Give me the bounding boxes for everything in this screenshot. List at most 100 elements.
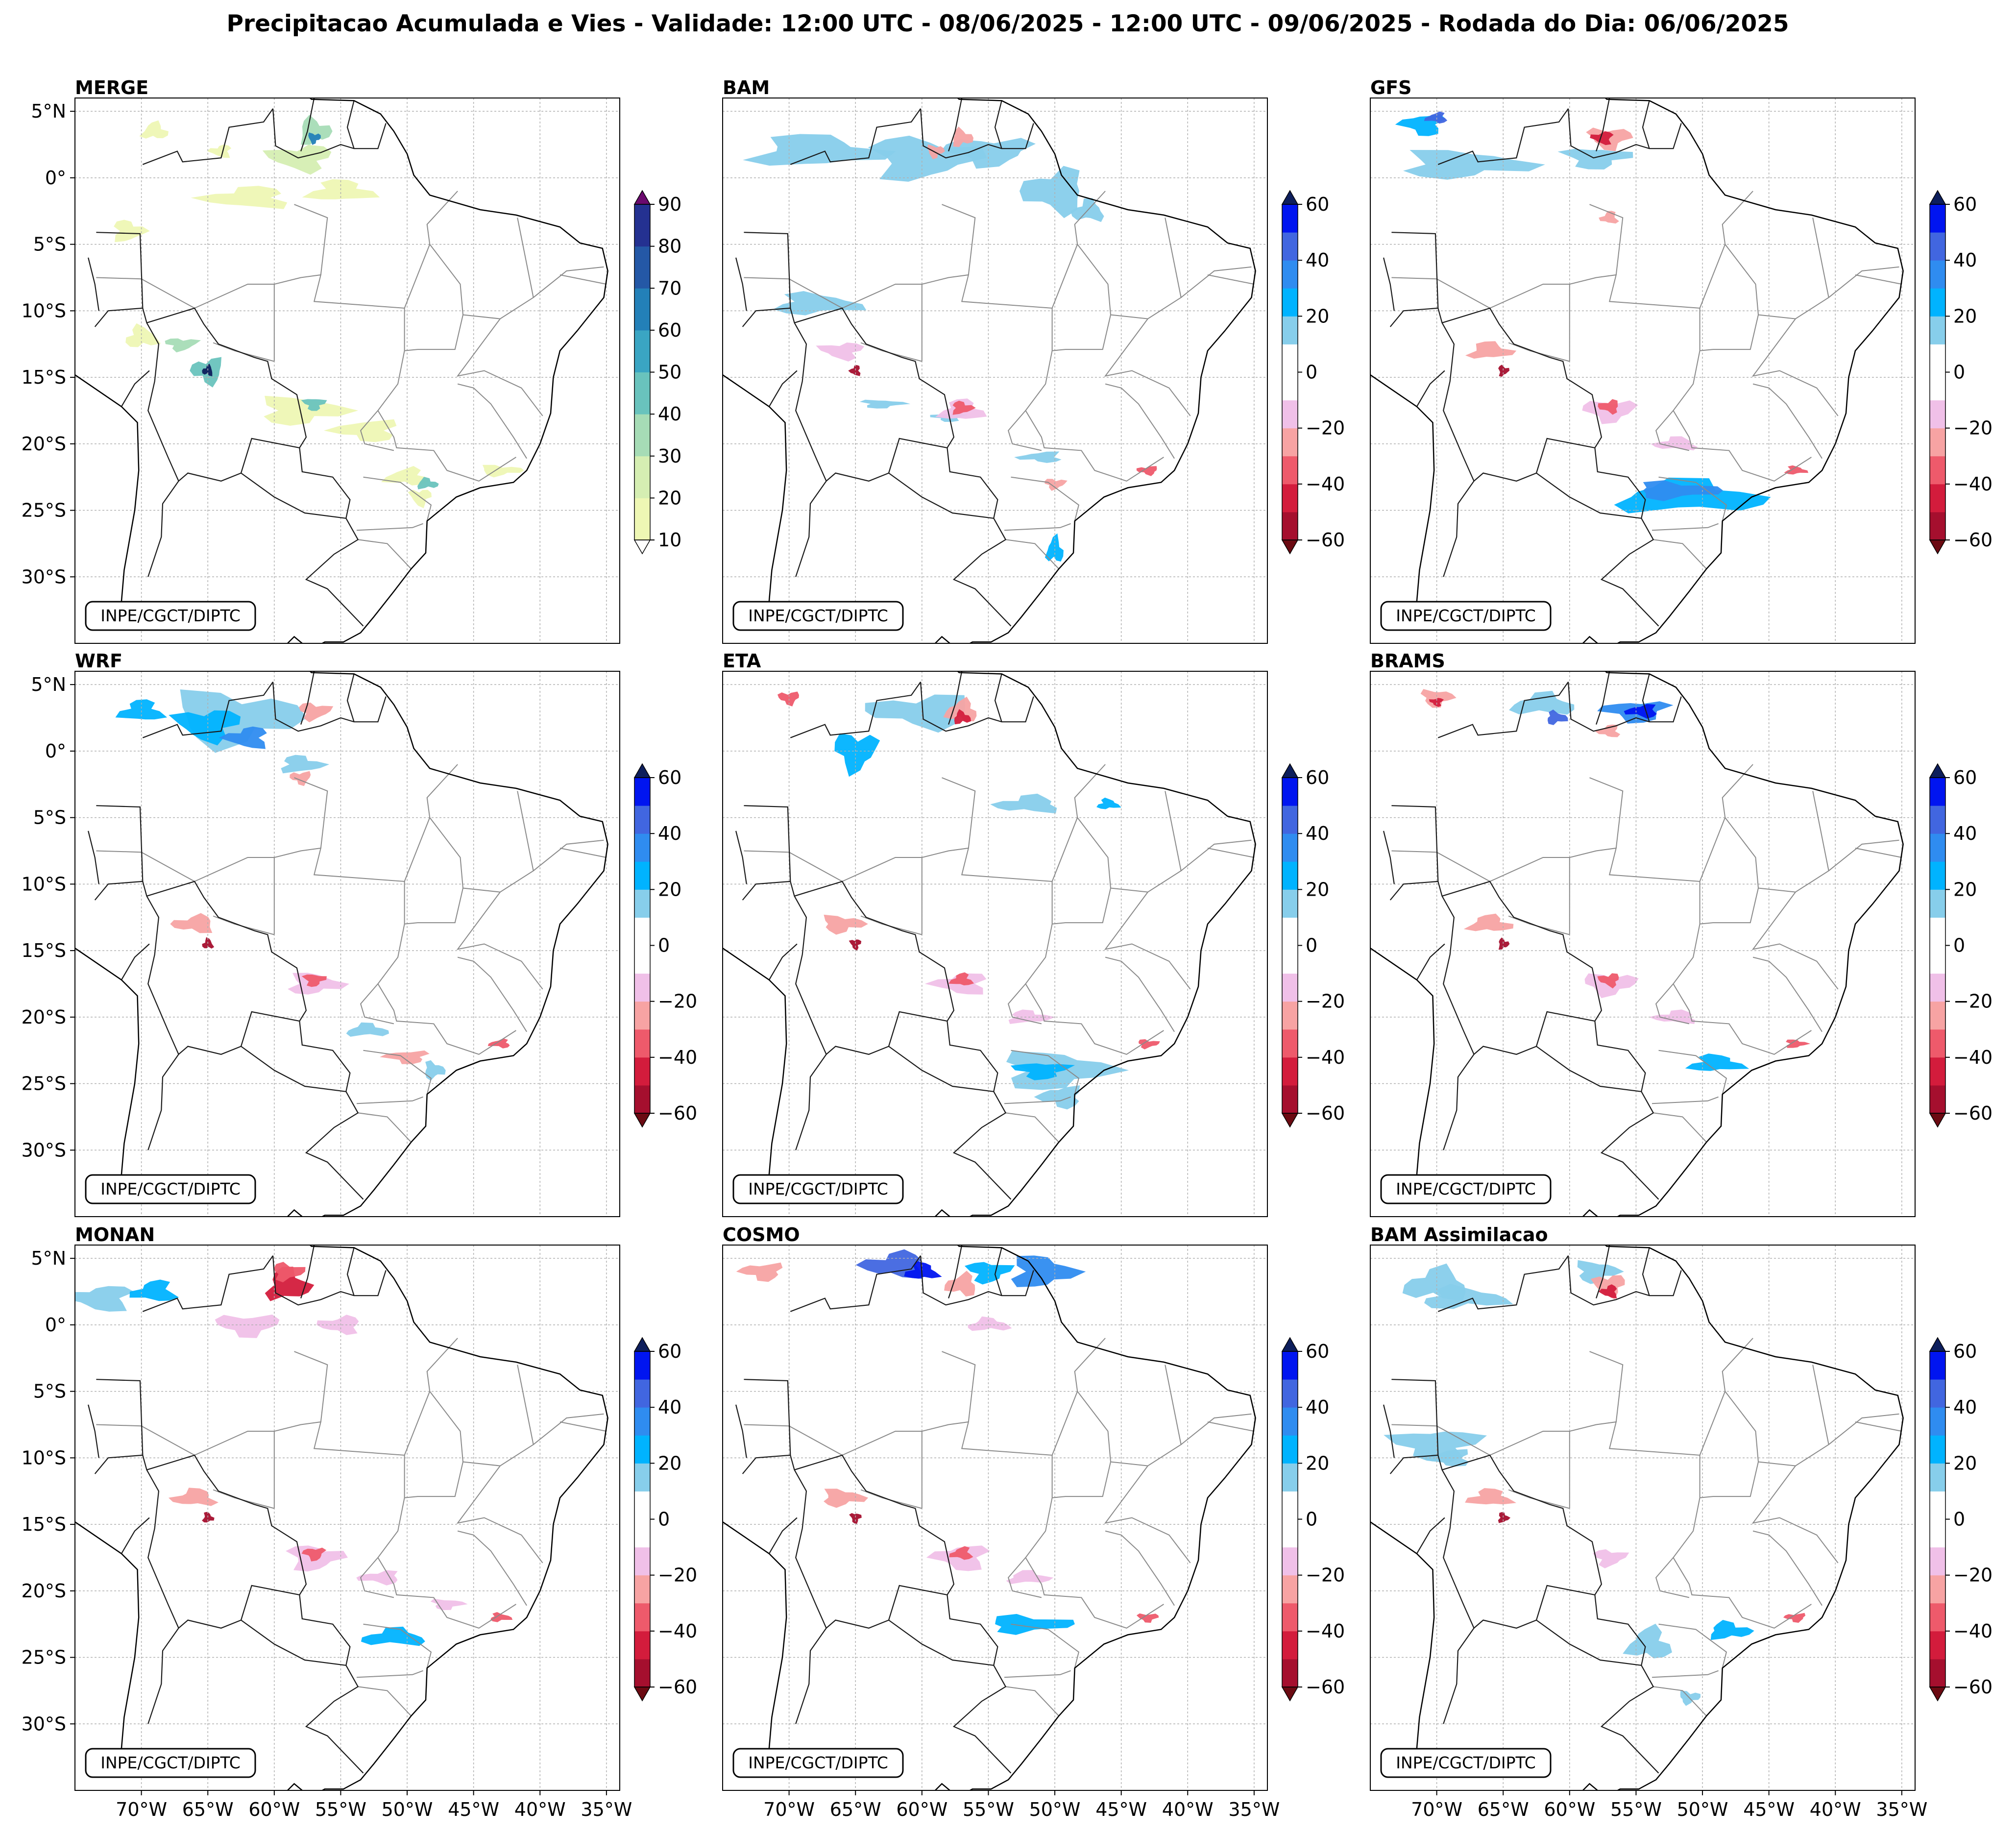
colorbar-bin: [1282, 1463, 1298, 1492]
state-border: [1758, 791, 1829, 893]
colorbar-bin: [1930, 456, 1945, 485]
colorbar-label: −20: [658, 991, 697, 1012]
lat-tick-label: 0°: [45, 740, 66, 762]
colorbar-bin: [634, 372, 650, 415]
state-border: [1007, 1557, 1042, 1598]
rain-field-bam: [1044, 533, 1064, 562]
rain-field-wrf: [219, 726, 267, 749]
map-layer: [1370, 671, 1915, 1217]
colorbar-label: 20: [1306, 305, 1329, 327]
rain-field-eta: [924, 973, 987, 995]
state-border: [1855, 274, 1902, 285]
colorbar-label: 40: [1306, 823, 1329, 844]
country-border: [1642, 1247, 1650, 1296]
country-border: [142, 1255, 274, 1312]
credit-label: INPE/CGCT/DIPTC: [100, 606, 241, 625]
colorbar-bin: [1282, 260, 1298, 289]
colorbar-label: 20: [658, 879, 681, 900]
country-border: [888, 438, 994, 519]
country-border: [1383, 1404, 1395, 1458]
plot-background: [75, 671, 620, 1217]
state-border: [456, 892, 543, 990]
state-border: [942, 204, 976, 275]
rain-field-merge: [202, 364, 213, 376]
state-border: [1653, 539, 1707, 569]
rain-field-merge: [417, 477, 439, 489]
colorbar-monan: −60 −40 −20 0 20 40 60: [633, 1337, 697, 1702]
rain-field-gfs: [1465, 341, 1517, 359]
state-border: [1052, 244, 1112, 351]
colorbar-label: −40: [658, 1047, 697, 1068]
rain-field-merge: [207, 144, 232, 158]
state-border: [533, 839, 604, 871]
map-layer: [723, 1245, 1267, 1790]
state-border: [559, 848, 607, 858]
state-border: [363, 1050, 432, 1095]
colorbar-label: −20: [1953, 991, 1992, 1012]
colorbar-label: 90: [658, 194, 681, 215]
panel-bam-assimilacao: BAM Assimilacao 70°W 65°W 60°W 55°W 50°W 45°W 4…: [1370, 1224, 1992, 1820]
country-border: [1437, 881, 1475, 1055]
rain-field-cosmo: [849, 1513, 862, 1524]
country-border: [795, 472, 889, 577]
lat-tick-label: 30°S: [22, 1713, 66, 1735]
colorbar-bam-assimilacao: −60 −40 −20 0 20 40 60: [1929, 1337, 1992, 1702]
panel-eta: ETA INPE/CGCT/DIPTC −60 −40 −20 0 20 40 60: [722, 650, 1345, 1217]
coastline-west: [75, 374, 140, 617]
country-border: [240, 438, 346, 519]
country-border: [121, 1517, 150, 1554]
colorbar-brams: −60 −40 −20 0 20 40 60: [1929, 763, 1992, 1128]
colorbar-bin: [1930, 889, 1945, 918]
rain-field-eta: [849, 939, 862, 951]
colorbar-bin: [1930, 316, 1945, 344]
state-border: [1655, 1557, 1690, 1598]
state-border: [1508, 915, 1570, 935]
rain-field-bam: [927, 144, 945, 160]
state-border: [1207, 848, 1255, 858]
country-border: [790, 308, 827, 482]
rain-field-brams: [1463, 913, 1514, 931]
country-border: [1437, 1455, 1475, 1629]
colorbar-label: 40: [658, 823, 681, 844]
colorbar-label: −60: [1953, 1102, 1992, 1124]
state-border: [194, 1431, 274, 1456]
colorbar-bin: [1930, 806, 1945, 834]
colorbar-bin: [1930, 1351, 1945, 1380]
state-border: [860, 1489, 923, 1509]
country-border: [1443, 1046, 1537, 1150]
colorbar-extend-max: [1281, 190, 1299, 205]
colorbar-bin: [1282, 1659, 1298, 1687]
country-border: [920, 682, 1034, 732]
colorbar-label: −20: [1306, 991, 1345, 1012]
colorbar-bin: [1930, 204, 1945, 233]
colorbar-gfs: −60 −40 −20 0 20 40 60: [1929, 190, 1992, 555]
country-border: [790, 682, 922, 738]
state-border: [360, 410, 394, 451]
colorbar-bin: [634, 456, 650, 498]
colorbar-bin: [1930, 484, 1945, 513]
country-border: [1596, 1245, 1610, 1298]
lat-tick-label: 25°S: [22, 1647, 66, 1668]
state-border: [356, 1670, 423, 1678]
colorbar-bin: [634, 288, 650, 331]
colorbar-extend-min: [633, 1113, 651, 1128]
plot-frame: [74, 98, 620, 644]
colorbar-bin: [1282, 1547, 1298, 1576]
country-border: [1437, 108, 1569, 165]
rain-field-merge: [308, 132, 321, 145]
colorbar-extend-max: [1281, 763, 1299, 778]
credit-box-frame: [732, 601, 904, 631]
colorbar-bin: [1282, 945, 1298, 974]
coastline-west: [723, 1521, 787, 1764]
credit-box-frame: [85, 1748, 256, 1778]
country-border: [240, 1011, 346, 1092]
state-border: [1051, 1338, 1106, 1456]
state-border: [1105, 383, 1175, 459]
credit-label: INPE/CGCT/DIPTC: [748, 606, 888, 625]
rain-field-wrf: [346, 1022, 389, 1037]
lon-tick-label: 60°W: [1544, 1799, 1595, 1820]
panel-title: GFS: [1370, 77, 1412, 98]
colorbar-cosmo: −60 −40 −20 0 20 40 60: [1281, 1337, 1345, 1702]
panel-merge: MERGE 5°N 0° 5°S 10°S 15°S 20°S 25°S 30°S INPE/CG…: [22, 77, 681, 644]
credit-box: INPE/CGCT/DIPTC: [1380, 1174, 1552, 1204]
